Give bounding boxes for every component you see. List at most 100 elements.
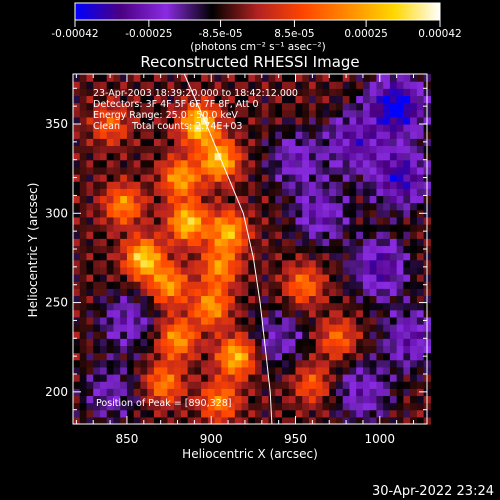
heatmap-cell bbox=[207, 359, 216, 368]
heatmap-cell bbox=[315, 316, 324, 325]
heatmap-cell bbox=[187, 131, 195, 139]
heatmap-cell bbox=[295, 88, 303, 97]
heatmap-cell bbox=[369, 359, 378, 368]
heatmap-cell bbox=[268, 74, 276, 82]
heatmap-cell bbox=[282, 159, 290, 168]
heatmap-cell bbox=[93, 131, 101, 139]
heatmap-cell bbox=[268, 95, 276, 104]
heatmap-cell bbox=[180, 124, 189, 132]
heatmap-cell bbox=[113, 359, 121, 368]
heatmap-cell bbox=[86, 395, 94, 404]
heatmap-cell bbox=[309, 381, 317, 389]
heatmap-cell bbox=[160, 152, 168, 161]
heatmap-cell bbox=[86, 95, 94, 104]
heatmap-cell bbox=[221, 188, 229, 197]
heatmap-cell bbox=[99, 124, 108, 132]
heatmap-cell bbox=[383, 352, 391, 361]
heatmap-cell bbox=[160, 252, 168, 261]
heatmap-cell bbox=[268, 295, 276, 304]
heatmap-cell bbox=[376, 402, 384, 411]
heatmap-cell bbox=[383, 338, 391, 347]
heatmap-cell bbox=[389, 352, 398, 361]
heatmap-cell bbox=[410, 281, 418, 289]
heatmap-cell bbox=[288, 195, 297, 204]
heatmap-cell bbox=[302, 152, 310, 161]
heatmap-cell bbox=[356, 402, 364, 411]
heatmap-cell bbox=[288, 138, 297, 147]
heatmap-cell bbox=[167, 138, 175, 147]
heatmap-cell bbox=[120, 338, 128, 347]
heatmap-cell bbox=[376, 245, 384, 254]
heatmap-cell bbox=[180, 309, 189, 318]
heatmap-cell bbox=[295, 374, 303, 382]
heatmap-cell bbox=[194, 224, 202, 232]
heatmap-cell bbox=[241, 345, 249, 354]
heatmap-cell bbox=[309, 131, 317, 139]
heatmap-cell bbox=[153, 109, 162, 118]
heatmap-cell bbox=[302, 281, 310, 289]
heatmap-cell bbox=[376, 295, 384, 304]
heatmap-cell bbox=[79, 195, 88, 204]
heatmap-cell bbox=[126, 109, 135, 118]
heatmap-cell bbox=[79, 159, 88, 168]
heatmap-cell bbox=[248, 74, 256, 82]
heatmap-cell bbox=[356, 209, 364, 218]
heatmap-cell bbox=[79, 324, 88, 332]
heatmap-cell bbox=[126, 352, 135, 361]
heatmap-cell bbox=[79, 166, 88, 175]
heatmap-cell bbox=[410, 131, 418, 139]
heatmap-cell bbox=[234, 195, 243, 204]
heatmap-cell bbox=[268, 245, 276, 254]
heatmap-cell bbox=[86, 288, 94, 297]
heatmap-cell bbox=[369, 338, 378, 347]
heatmap-cell bbox=[315, 409, 324, 418]
heatmap-cell bbox=[396, 238, 404, 247]
heatmap-cell bbox=[255, 402, 263, 411]
heatmap-cell bbox=[221, 381, 229, 389]
heatmap-cell bbox=[79, 274, 88, 282]
heatmap-cell bbox=[403, 359, 411, 368]
heatmap-cell bbox=[194, 124, 202, 132]
heatmap-cell bbox=[99, 309, 108, 318]
heatmap-cell bbox=[228, 266, 236, 275]
heatmap-cell bbox=[356, 152, 364, 161]
heatmap-cell bbox=[376, 281, 384, 289]
heatmap-cell bbox=[383, 381, 391, 389]
heatmap-cell bbox=[349, 224, 357, 232]
heatmap-cell bbox=[106, 388, 115, 397]
heatmap-cell bbox=[106, 359, 115, 368]
heatmap-cell bbox=[147, 202, 155, 211]
heatmap-cell bbox=[349, 174, 357, 182]
heatmap-cell bbox=[335, 388, 344, 397]
heatmap-cell bbox=[255, 209, 263, 218]
heatmap-cell bbox=[282, 302, 290, 311]
heatmap-cell bbox=[120, 374, 128, 382]
heatmap-cell bbox=[201, 338, 209, 347]
heatmap-cell bbox=[160, 116, 168, 125]
heatmap-cell bbox=[167, 124, 175, 132]
heatmap-cell bbox=[248, 352, 256, 361]
heatmap-cell bbox=[93, 252, 101, 261]
heatmap-cell bbox=[133, 288, 142, 297]
heatmap-cell bbox=[261, 374, 270, 382]
heatmap-cell bbox=[174, 245, 182, 254]
heatmap-cell bbox=[120, 409, 128, 418]
heatmap-cell bbox=[322, 366, 330, 375]
heatmap-cell bbox=[126, 309, 135, 318]
heatmap-cell bbox=[86, 274, 94, 282]
heatmap-cell bbox=[214, 259, 222, 268]
heatmap-cell bbox=[282, 416, 290, 425]
heatmap-cell bbox=[416, 266, 425, 275]
heatmap-cell bbox=[99, 402, 108, 411]
heatmap-cell bbox=[153, 352, 162, 361]
heatmap-cell bbox=[93, 109, 101, 118]
heatmap-cell bbox=[349, 324, 357, 332]
heatmap-cell bbox=[329, 295, 337, 304]
heatmap-cell bbox=[234, 188, 243, 197]
heatmap-cell bbox=[228, 252, 236, 261]
heatmap-cell bbox=[221, 174, 229, 182]
heatmap-cell bbox=[93, 202, 101, 211]
heatmap-cell bbox=[342, 402, 351, 411]
heatmap-cell bbox=[261, 409, 270, 418]
heatmap-cell bbox=[295, 359, 303, 368]
